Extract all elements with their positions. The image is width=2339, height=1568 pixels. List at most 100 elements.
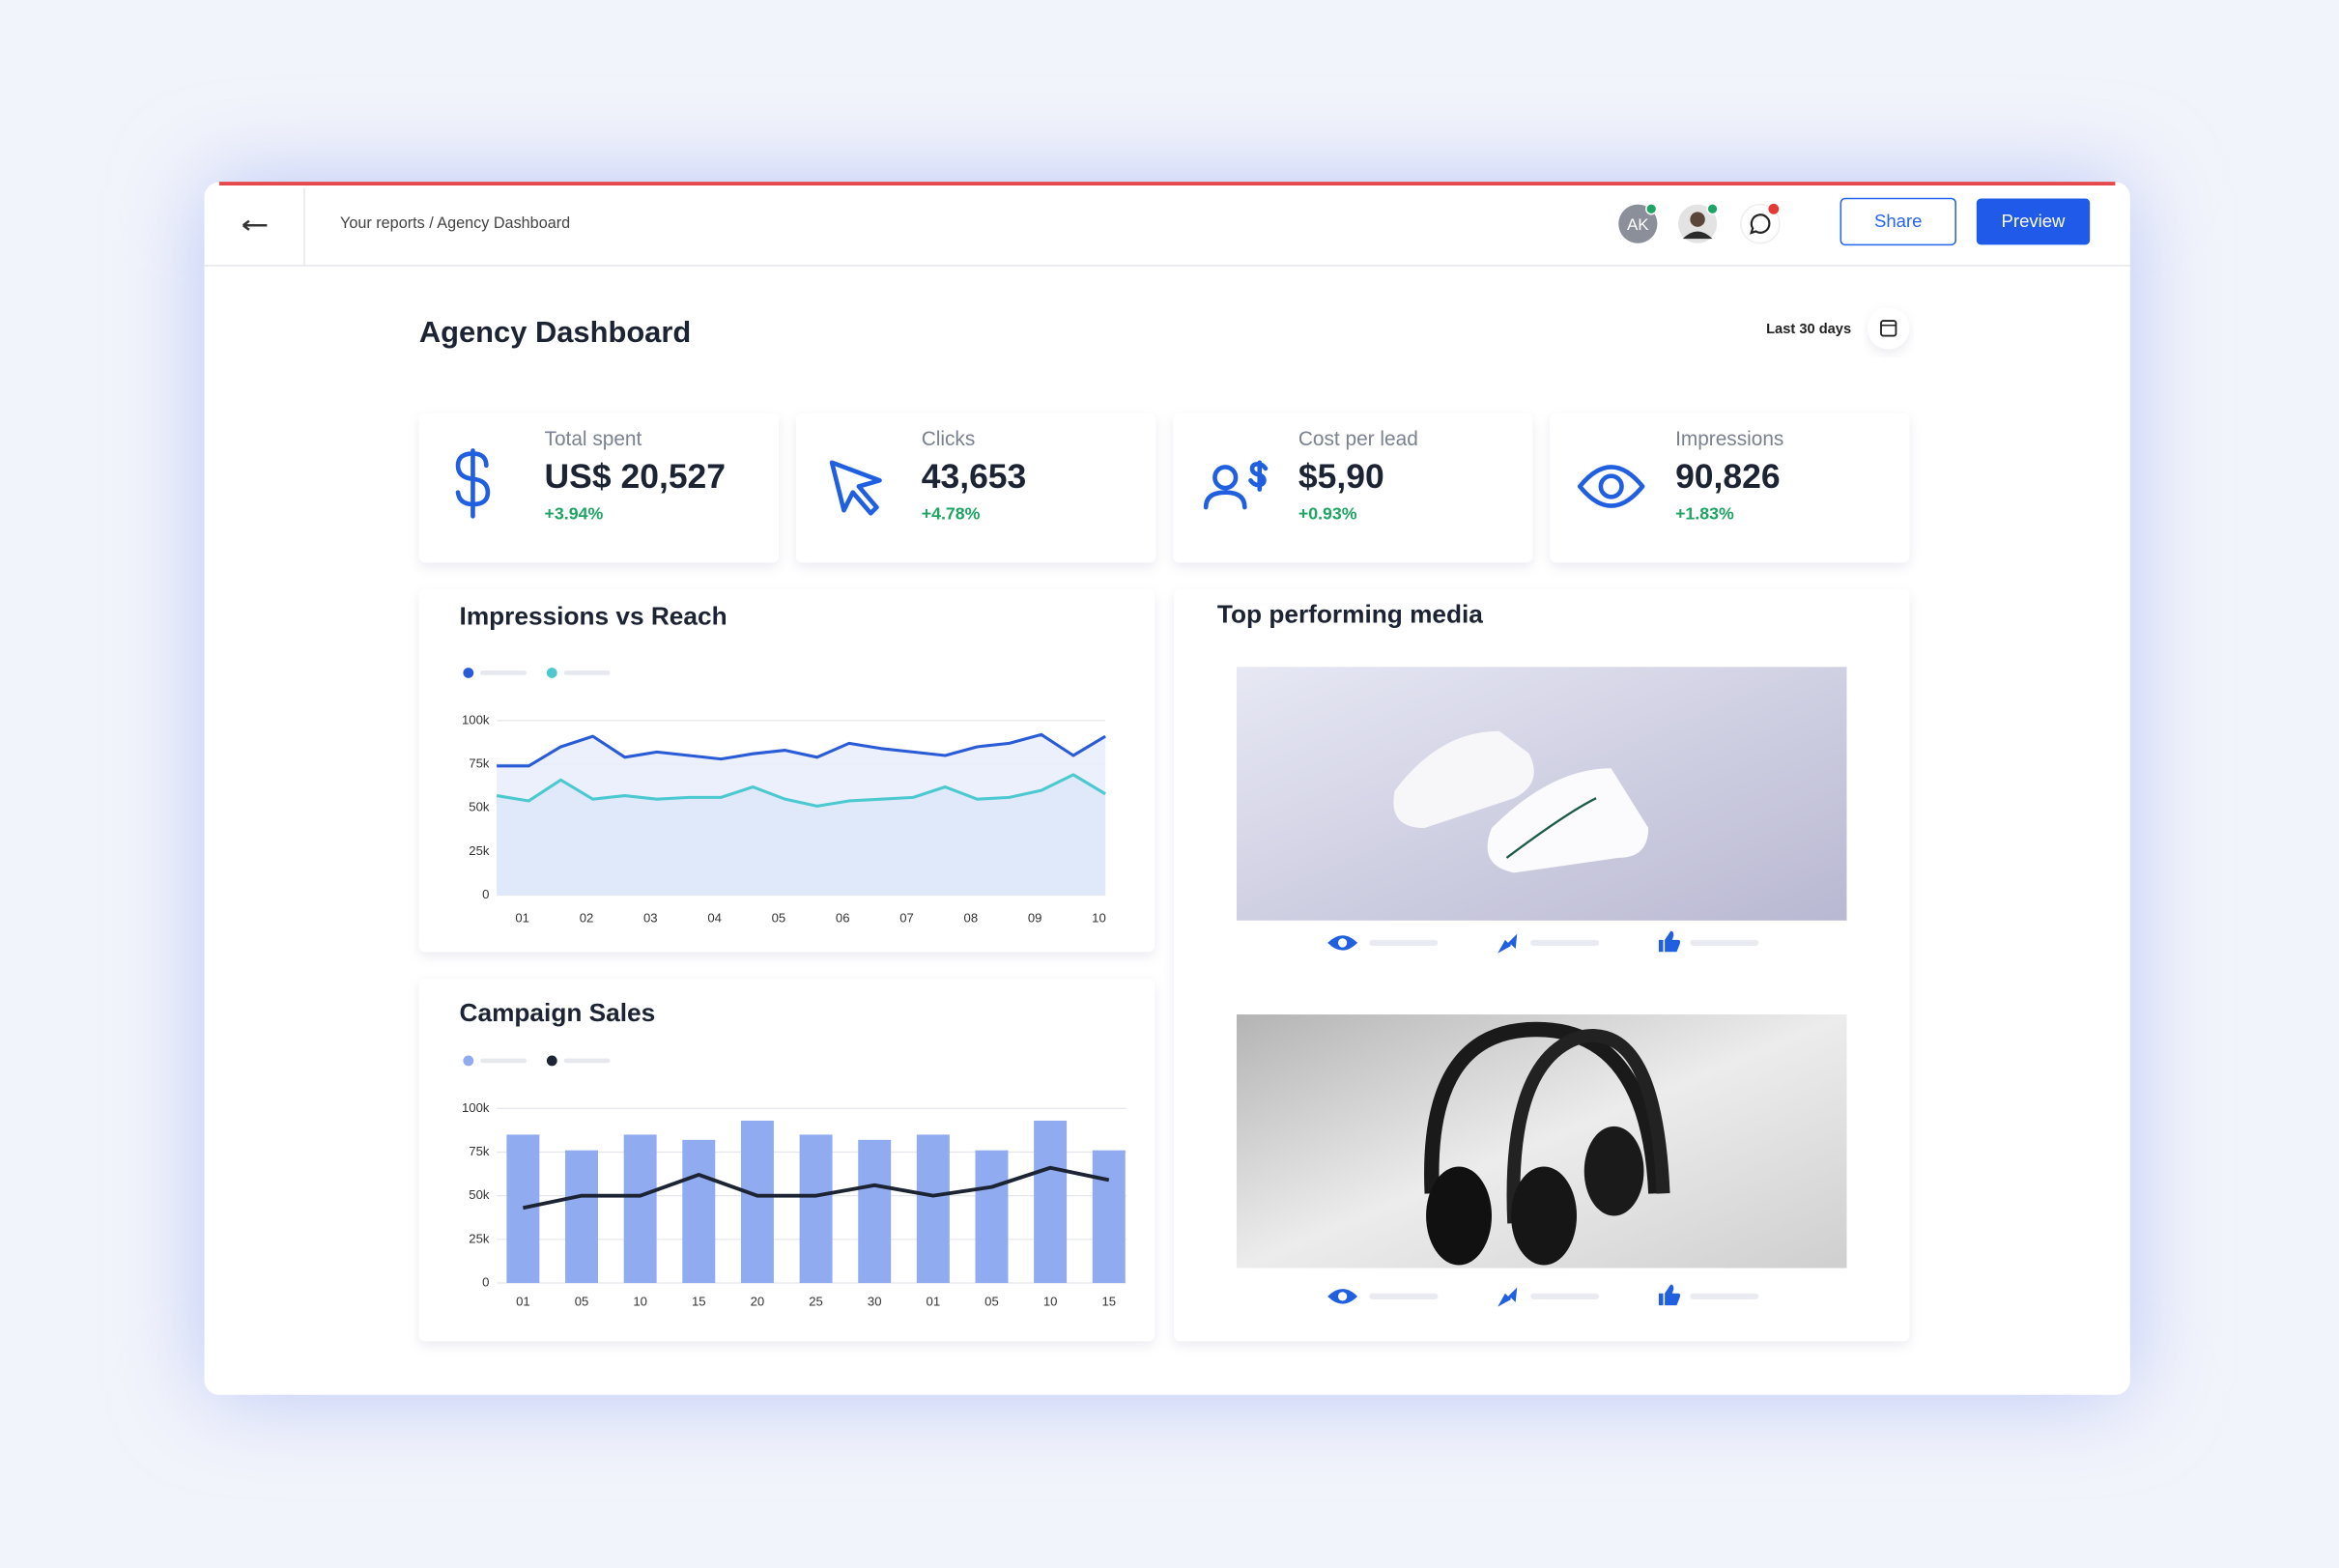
metric-placeholder xyxy=(1369,1293,1439,1299)
line xyxy=(522,1165,1110,1211)
calendar-button[interactable] xyxy=(1868,307,1910,350)
views-icon xyxy=(1337,1292,1348,1301)
bar xyxy=(916,1134,950,1283)
legend-marker xyxy=(463,1055,474,1067)
legend-placeholder xyxy=(563,670,611,675)
bar xyxy=(740,1120,774,1283)
x-tick-label: 04 xyxy=(707,911,722,926)
y-tick-label: 0 xyxy=(482,887,489,901)
legend-marker xyxy=(546,1055,557,1067)
metric-placeholder xyxy=(1530,1293,1600,1299)
avatar[interactable] xyxy=(1678,203,1719,243)
x-tick-label: 05 xyxy=(772,911,786,926)
bar xyxy=(1092,1150,1126,1283)
bar xyxy=(682,1139,716,1283)
breadcrumb[interactable]: Your reports / Agency Dashboard xyxy=(340,214,570,232)
y-tick-label: 25k xyxy=(469,1231,490,1245)
bar xyxy=(565,1150,599,1283)
x-tick-label: 08 xyxy=(964,911,979,926)
media-item[interactable] xyxy=(1236,667,1847,921)
bar xyxy=(858,1139,892,1283)
share-label: Share xyxy=(1874,211,1922,231)
x-tick-label: 05 xyxy=(984,1295,999,1309)
page-title: Agency Dashboard xyxy=(419,315,691,349)
kpi-label: Impressions xyxy=(1675,428,1783,450)
x-tick-label: 15 xyxy=(692,1295,706,1309)
bar xyxy=(623,1134,657,1283)
legend-marker xyxy=(546,668,557,678)
metric-placeholder xyxy=(1690,1293,1759,1299)
metric-placeholder xyxy=(1690,939,1759,947)
y-tick-label: 75k xyxy=(469,1144,490,1158)
kpi-value: 43,653 xyxy=(922,457,1027,496)
x-tick-label: 25 xyxy=(809,1295,823,1309)
y-tick-label: 100k xyxy=(462,1100,490,1115)
metric-placeholder xyxy=(1530,939,1600,947)
media-title: Top performing media xyxy=(1217,600,1483,629)
x-tick-label: 09 xyxy=(1028,911,1042,926)
x-tick-label: 20 xyxy=(751,1295,765,1309)
avatar-initials: AK xyxy=(1627,215,1649,234)
bar xyxy=(799,1134,833,1283)
y-tick-label: 75k xyxy=(469,756,490,771)
kpi-icon xyxy=(455,448,491,519)
kpi-change: +0.93% xyxy=(1298,503,1357,523)
y-tick-label: 0 xyxy=(482,1274,489,1289)
legend-placeholder xyxy=(480,670,528,675)
kpi-label: Total spent xyxy=(545,428,642,450)
x-tick-label: 03 xyxy=(643,911,658,926)
kpi-card xyxy=(1550,413,1910,563)
x-tick-label: 02 xyxy=(580,911,594,926)
likes-icon xyxy=(1658,930,1681,953)
legend-placeholder xyxy=(480,1058,528,1064)
kpi-icon xyxy=(1203,460,1269,510)
x-tick-label: 15 xyxy=(1101,1295,1116,1309)
legend-marker xyxy=(463,668,474,678)
share-button[interactable] xyxy=(1840,197,1956,246)
y-tick-label: 50k xyxy=(469,1187,490,1202)
kpi-change: +1.83% xyxy=(1675,503,1734,523)
x-tick-label: 01 xyxy=(516,1295,530,1309)
kpi-card xyxy=(1173,413,1533,563)
kpi-icon xyxy=(829,460,882,516)
x-tick-label: 10 xyxy=(1043,1295,1058,1309)
bar xyxy=(506,1134,540,1283)
x-tick-label: 10 xyxy=(633,1295,647,1309)
y-tick-label: 50k xyxy=(469,800,490,814)
date-range[interactable]: Last 30 days xyxy=(1766,322,1851,337)
preview-button[interactable] xyxy=(1976,198,2091,245)
back-button[interactable] xyxy=(242,219,268,231)
line xyxy=(496,773,1106,808)
chart-title: Campaign Sales xyxy=(460,998,656,1027)
views-icon xyxy=(1337,938,1348,948)
y-tick-label: 25k xyxy=(469,843,490,858)
x-tick-label: 01 xyxy=(515,911,529,926)
kpi-value: 90,826 xyxy=(1675,457,1781,496)
avatar[interactable] xyxy=(1618,203,1658,243)
preview-label: Preview xyxy=(2002,211,2066,231)
x-tick-label: 01 xyxy=(927,1295,941,1309)
media-item[interactable] xyxy=(1236,1014,1847,1269)
comments-button[interactable] xyxy=(1740,203,1781,244)
x-tick-label: 07 xyxy=(899,911,914,926)
bar xyxy=(975,1150,1009,1283)
kpi-card xyxy=(796,413,1156,563)
chart-card xyxy=(418,978,1155,1342)
x-tick-label: 10 xyxy=(1092,911,1106,926)
y-tick-label: 100k xyxy=(462,712,490,727)
kpi-label: Clicks xyxy=(922,428,976,450)
area xyxy=(497,774,1106,896)
kpi-label: Cost per lead xyxy=(1298,428,1418,450)
x-tick-label: 30 xyxy=(868,1295,882,1309)
metric-placeholder xyxy=(1369,939,1439,947)
legend-placeholder xyxy=(563,1058,611,1064)
kpi-change: +3.94% xyxy=(545,503,604,523)
kpi-value: US$ 20,527 xyxy=(545,457,727,496)
kpi-value: $5,90 xyxy=(1298,457,1384,496)
kpi-icon xyxy=(1577,465,1645,508)
line xyxy=(497,732,1106,768)
x-tick-label: 05 xyxy=(575,1295,589,1309)
bar xyxy=(1034,1120,1068,1283)
x-tick-label: 06 xyxy=(836,911,850,926)
